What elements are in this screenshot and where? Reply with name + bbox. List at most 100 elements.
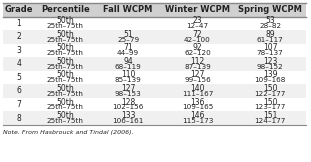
Text: 12–47: 12–47 <box>186 23 209 29</box>
Bar <box>95 17 161 30</box>
Text: Note. From Hasbrouck and Tindal (2006).: Note. From Hasbrouck and Tindal (2006). <box>2 130 133 135</box>
Bar <box>161 84 234 98</box>
Bar <box>95 98 161 111</box>
Text: 44–99: 44–99 <box>117 50 139 56</box>
Bar <box>35 57 95 71</box>
Text: 127: 127 <box>121 84 135 93</box>
Text: 112: 112 <box>190 57 205 66</box>
Bar <box>35 44 95 57</box>
Bar <box>234 57 307 71</box>
Bar <box>35 30 95 44</box>
Bar <box>35 98 95 111</box>
Text: 25th–75th: 25th–75th <box>47 36 84 42</box>
Text: 25th–75th: 25th–75th <box>47 23 84 29</box>
Bar <box>161 98 234 111</box>
Text: 50th: 50th <box>56 16 74 25</box>
Bar <box>234 17 307 30</box>
Bar <box>2 30 35 44</box>
Bar <box>161 30 234 44</box>
Text: 140: 140 <box>190 84 205 93</box>
Text: 109–168: 109–168 <box>254 77 286 83</box>
Bar <box>161 17 234 30</box>
Text: 98–153: 98–153 <box>115 91 142 97</box>
Text: 115–173: 115–173 <box>182 118 213 124</box>
Text: 3: 3 <box>16 46 21 55</box>
Bar <box>161 44 234 57</box>
Text: 71: 71 <box>123 43 133 52</box>
Bar <box>2 57 35 71</box>
Text: 25–79: 25–79 <box>117 36 139 42</box>
Bar <box>2 17 35 30</box>
Bar <box>95 84 161 98</box>
Text: 123: 123 <box>263 57 277 66</box>
Text: 25th–75th: 25th–75th <box>47 104 84 110</box>
Text: 146: 146 <box>190 111 205 120</box>
Text: 61–117: 61–117 <box>257 36 284 42</box>
Text: 124–177: 124–177 <box>254 118 286 124</box>
Text: 1: 1 <box>17 19 21 28</box>
Text: 109–165: 109–165 <box>182 104 213 110</box>
Bar <box>234 98 307 111</box>
Bar <box>2 44 35 57</box>
Bar <box>2 71 35 84</box>
Text: 25th–75th: 25th–75th <box>47 64 84 70</box>
Bar <box>95 57 161 71</box>
Bar <box>95 111 161 125</box>
Bar <box>95 44 161 57</box>
Text: 150: 150 <box>263 98 277 107</box>
Text: 110: 110 <box>121 70 135 80</box>
Text: 133: 133 <box>121 111 135 120</box>
Text: 4: 4 <box>16 59 21 68</box>
Bar <box>234 30 307 44</box>
Text: 85–139: 85–139 <box>115 77 142 83</box>
Bar <box>161 57 234 71</box>
Text: 25th–75th: 25th–75th <box>47 77 84 83</box>
Bar <box>234 71 307 84</box>
Text: 128: 128 <box>121 98 135 107</box>
Text: 50th: 50th <box>56 111 74 120</box>
Bar <box>161 111 234 125</box>
Text: 139: 139 <box>263 70 277 80</box>
Text: Winter WCPM: Winter WCPM <box>165 5 230 14</box>
Text: 6: 6 <box>16 87 21 95</box>
Text: 89: 89 <box>265 30 275 39</box>
Text: 42–100: 42–100 <box>184 36 211 42</box>
Text: 106–161: 106–161 <box>112 118 144 124</box>
Text: 5: 5 <box>16 73 21 82</box>
Text: 87–139: 87–139 <box>184 64 211 70</box>
Text: 50th: 50th <box>56 98 74 107</box>
Bar <box>95 3 161 17</box>
Text: 78–137: 78–137 <box>257 50 284 56</box>
Bar <box>35 17 95 30</box>
Bar <box>2 3 35 17</box>
Text: 72: 72 <box>193 30 202 39</box>
Bar <box>161 71 234 84</box>
Text: 98–152: 98–152 <box>257 64 284 70</box>
Text: 23: 23 <box>193 16 202 25</box>
Bar <box>234 3 307 17</box>
Bar <box>95 30 161 44</box>
Text: 123–177: 123–177 <box>254 104 286 110</box>
Text: 25th–75th: 25th–75th <box>47 118 84 124</box>
Text: 151: 151 <box>263 111 277 120</box>
Text: 50th: 50th <box>56 84 74 93</box>
Bar <box>234 44 307 57</box>
Text: 8: 8 <box>17 114 21 122</box>
Text: 51: 51 <box>123 30 133 39</box>
Bar <box>35 111 95 125</box>
Bar <box>35 71 95 84</box>
Text: Percentile: Percentile <box>41 5 90 14</box>
Text: 127: 127 <box>190 70 205 80</box>
Text: Spring WCPM: Spring WCPM <box>238 5 302 14</box>
Text: 136: 136 <box>190 98 205 107</box>
Text: 102–156: 102–156 <box>112 104 144 110</box>
Text: 92: 92 <box>193 43 202 52</box>
Text: 111–167: 111–167 <box>182 91 213 97</box>
Bar <box>35 3 95 17</box>
Text: 62–120: 62–120 <box>184 50 211 56</box>
Bar <box>35 84 95 98</box>
Bar <box>234 111 307 125</box>
Text: 25th–75th: 25th–75th <box>47 50 84 56</box>
Text: 107: 107 <box>263 43 277 52</box>
Bar <box>2 111 35 125</box>
